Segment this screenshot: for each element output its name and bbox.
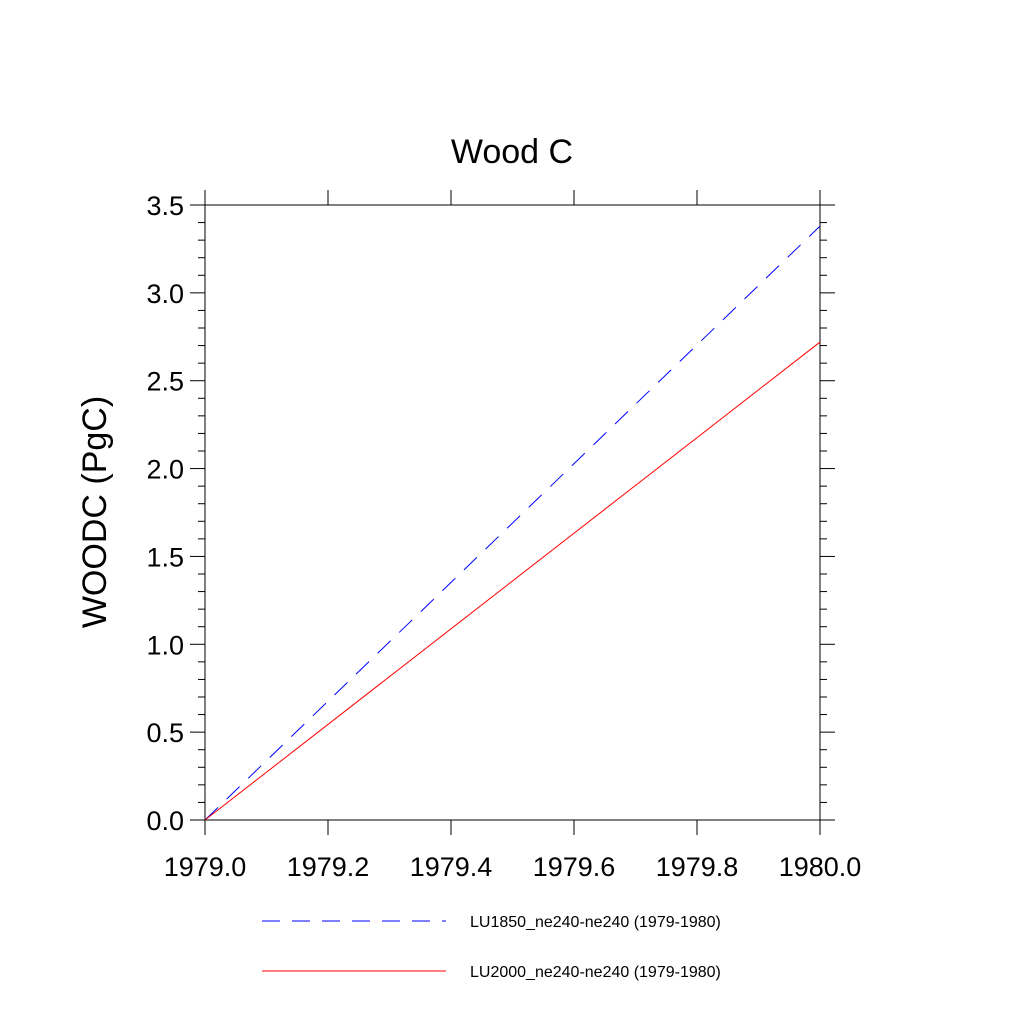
series-line-1	[204, 225, 821, 821]
plot-frame	[204, 204, 821, 821]
y-tick-label: 3.5	[146, 191, 184, 221]
plot-area: 1979.0 1979.2 1979.4 1979.6 1979.8 1980.0 0.0 0…	[146, 190, 861, 882]
y-tick-label: 1.0	[146, 630, 184, 660]
legend: LU1850_ne240-ne240 (1979-1980) LU2000_ne2…	[262, 914, 721, 981]
legend-label-2: LU2000_ne240-ne240 (1979-1980)	[470, 964, 721, 981]
y-tick-label: 2.5	[146, 367, 184, 397]
x-tick-label: 1979.6	[533, 852, 616, 882]
y-tick-label: 0.0	[146, 806, 184, 836]
y-tick-label: 2.0	[146, 455, 184, 485]
x-tick-label: 1979.4	[410, 852, 493, 882]
legend-label-1: LU1850_ne240-ne240 (1979-1980)	[470, 914, 721, 931]
x-tick-label: 1979.8	[656, 852, 739, 882]
x-tick-label: 1980.0	[779, 852, 862, 882]
y-axis-label: WOODC (PgC)	[76, 396, 114, 628]
x-tick-label: 1979.2	[287, 852, 370, 882]
series-line-2	[204, 341, 821, 821]
chart-title: Wood C	[451, 133, 573, 171]
x-tick-label: 1979.0	[164, 852, 247, 882]
y-tick-label: 3.0	[146, 279, 184, 309]
y-tick-label: 1.5	[146, 542, 184, 572]
y-tick-label: 0.5	[146, 718, 184, 748]
